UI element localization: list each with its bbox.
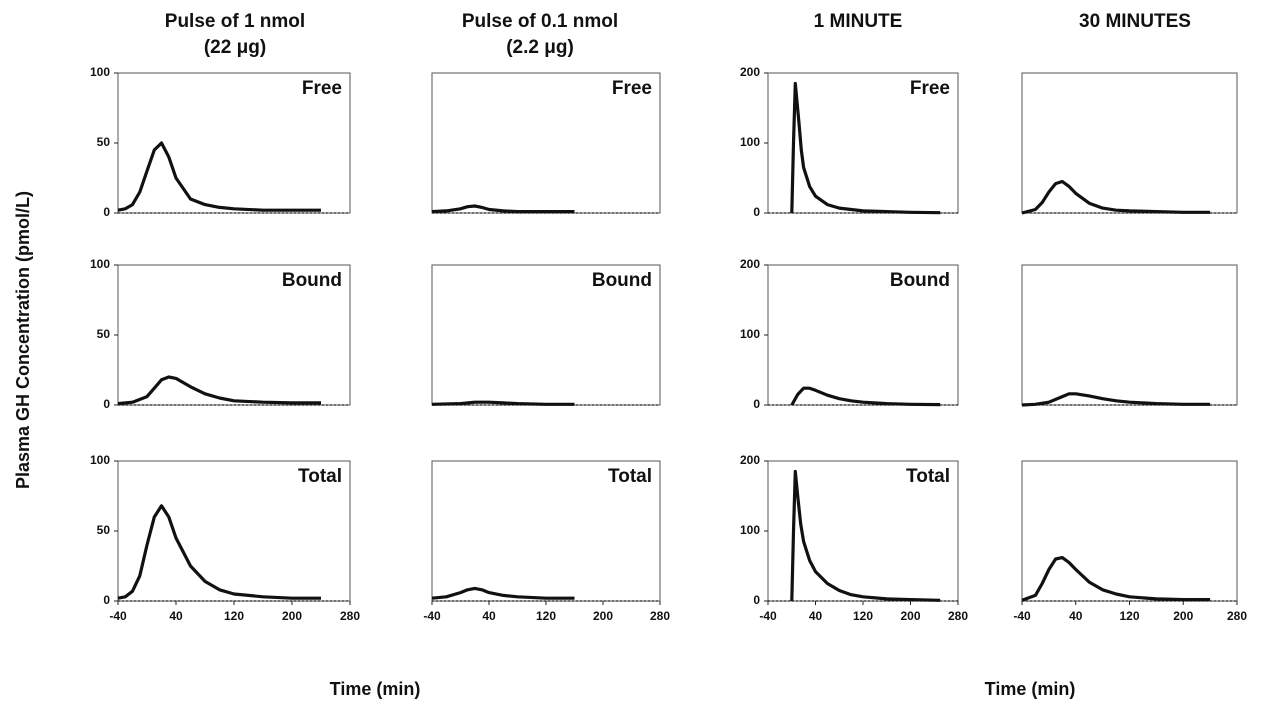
y-axis-label: Plasma GH Concentration (pmol/L) [13,191,33,489]
column-header: Pulse of 1 nmol [165,11,305,32]
column-header: Pulse of 0.1 nmol [462,11,618,32]
y-tick-label: 100 [740,523,760,537]
y-tick-label: 50 [97,327,111,341]
panel-frame [1021,264,1238,406]
data-line [790,386,941,407]
data-line [431,400,575,406]
y-tick-label: 200 [740,453,760,467]
x-tick-label: 280 [650,609,670,623]
column-header: 1 MINUTE [814,11,903,32]
x-tick-label: 280 [1227,609,1247,623]
y-tick-label: 0 [103,593,110,607]
panel-label: Total [906,466,950,487]
y-tick-label: 100 [740,135,760,149]
x-axis-label: Time (min) [330,679,421,699]
x-tick-label: 200 [282,609,302,623]
x-axis-label: Time (min) [985,679,1076,699]
y-tick-label: 0 [103,397,110,411]
panel-label: Free [910,78,950,99]
x-tick-label: 40 [169,609,183,623]
y-tick-label: 100 [90,65,110,79]
panel-label: Free [612,78,652,99]
x-tick-label: 280 [340,609,360,623]
y-tick-label: 100 [740,327,760,341]
column-header: (22 μg) [204,37,266,58]
panel-frame [1021,72,1238,214]
panel-label: Bound [890,270,950,291]
x-tick-label: 200 [900,609,920,623]
x-tick-label: 200 [1173,609,1193,623]
data-line [431,204,575,214]
y-tick-label: 0 [103,205,110,219]
panel-label: Bound [592,270,652,291]
data-line [117,504,321,600]
y-tick-label: 50 [97,523,111,537]
panel-label: Bound [282,270,342,291]
x-tick-label: 120 [224,609,244,623]
data-line [117,141,321,212]
x-tick-label: -40 [1013,609,1031,623]
x-tick-label: -40 [423,609,441,623]
y-tick-label: 0 [753,397,760,411]
x-tick-label: 120 [536,609,556,623]
column-header: (2.2 μg) [506,37,574,58]
x-tick-label: 40 [809,609,823,623]
data-line [117,375,321,406]
x-tick-label: 40 [482,609,496,623]
y-tick-label: 0 [753,205,760,219]
y-tick-label: 50 [97,135,111,149]
y-tick-label: 100 [90,453,110,467]
data-line [1021,392,1211,407]
data-line [1021,555,1211,602]
x-tick-label: 280 [948,609,968,623]
column-header: 30 MINUTES [1079,11,1191,32]
x-tick-label: -40 [109,609,127,623]
y-tick-label: 200 [740,257,760,271]
y-tick-label: 100 [90,257,110,271]
x-tick-label: 120 [1119,609,1139,623]
y-tick-label: 200 [740,65,760,79]
panel-label: Total [608,466,652,487]
x-tick-label: 200 [593,609,613,623]
x-tick-label: 40 [1069,609,1083,623]
x-tick-label: 120 [853,609,873,623]
data-line [790,81,941,215]
y-tick-label: 0 [753,593,760,607]
panel-label: Free [302,78,342,99]
data-line [1021,179,1211,215]
panel-frame [1021,460,1238,602]
data-line [431,586,575,600]
data-line [790,469,941,602]
panel-label: Total [298,466,342,487]
x-tick-label: -40 [759,609,777,623]
